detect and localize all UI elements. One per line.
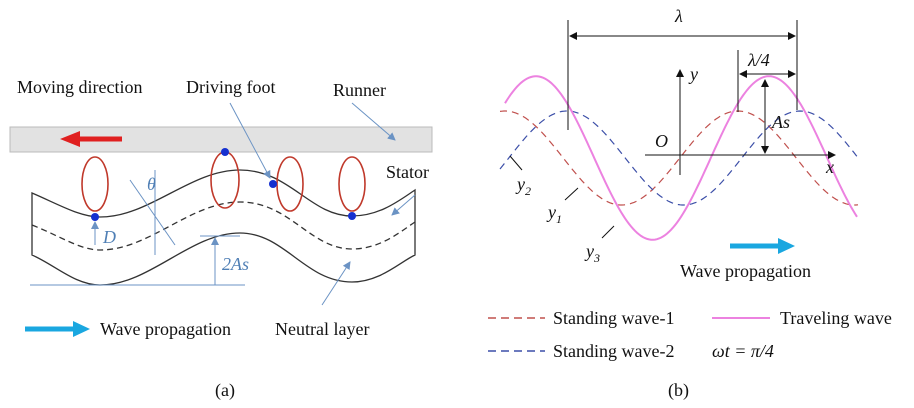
label: y1: [546, 202, 562, 226]
label: Wave propagation: [100, 319, 231, 339]
leader: [510, 156, 522, 170]
standing-wave-1: [500, 111, 858, 205]
label: Runner: [333, 80, 386, 100]
point: [269, 180, 277, 188]
label: x: [825, 157, 834, 177]
orbit: [339, 157, 365, 211]
label: λ: [674, 6, 683, 26]
legend-label: Standing wave-1: [553, 308, 674, 328]
panel-b: λ λ/4 y x O As y2 y1 y3 Wave propagation…: [488, 6, 892, 401]
point: [348, 212, 356, 220]
caption: (a): [215, 380, 235, 401]
legend-label: Traveling wave: [780, 308, 892, 328]
label: As: [771, 112, 790, 132]
label-sub: 3: [593, 251, 600, 265]
label: 2As: [222, 254, 249, 274]
orbit: [82, 157, 108, 211]
label: Moving direction: [17, 77, 142, 97]
leader: [565, 188, 578, 200]
point: [221, 148, 229, 156]
label: λ/4: [747, 50, 770, 70]
label-sub: 1: [556, 212, 562, 226]
leader: [602, 226, 614, 238]
wave-arrowhead: [778, 238, 795, 254]
label: y2: [515, 174, 531, 198]
label: y: [688, 64, 698, 84]
label: Wave propagation: [680, 261, 811, 281]
point: [91, 213, 99, 221]
wave-arrowhead: [73, 321, 90, 337]
label-base: y: [584, 241, 594, 261]
label: Neutral layer: [275, 319, 369, 339]
label: Driving foot: [186, 77, 276, 97]
label-base: y: [546, 202, 556, 222]
label-base: y: [515, 174, 525, 194]
panel-a: Moving direction Driving foot Runner Sta…: [10, 77, 432, 401]
standing-wave-2: [500, 111, 858, 205]
legend-label: ωt = π/4: [712, 341, 774, 361]
label: O: [655, 131, 668, 151]
label: D: [102, 227, 116, 247]
label: Stator: [386, 162, 429, 182]
figure: Moving direction Driving foot Runner Sta…: [0, 0, 914, 408]
label: y3: [584, 241, 600, 265]
label-sub: 2: [525, 184, 531, 198]
caption: (b): [668, 380, 689, 401]
label: θ: [147, 174, 156, 194]
legend-label: Standing wave-2: [553, 341, 674, 361]
